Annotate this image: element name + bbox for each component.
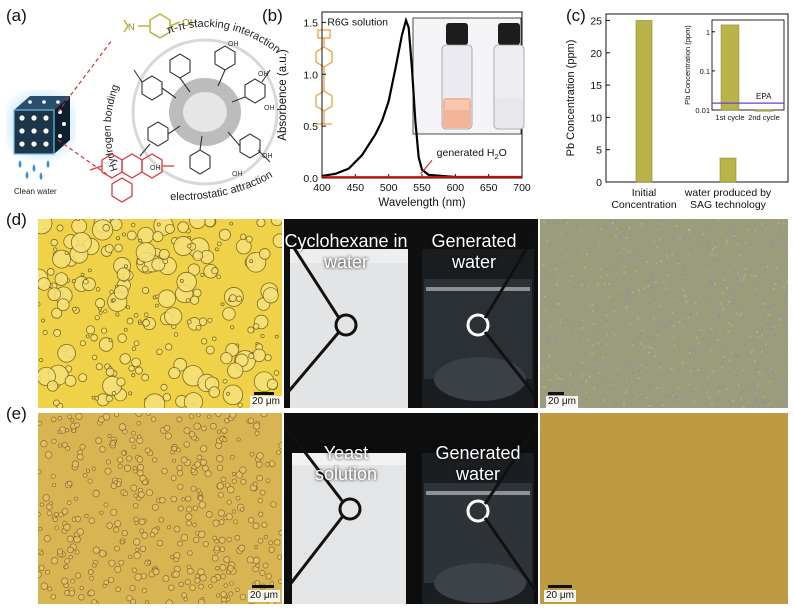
rhodamine-molecule-icon — [89, 153, 174, 203]
water-drops-icon — [18, 160, 50, 180]
panel-label-c: (c) — [566, 6, 586, 25]
absorbance-chart: 400 450 500 550 600 650 700 0.0 0.5 1.0 1.5 Wavelen… — [277, 11, 531, 209]
epa-label: EPA — [756, 92, 772, 101]
panel-label-b: (b) — [262, 6, 283, 25]
hydrogen-bonding-label: Hydrogen bonding — [102, 83, 122, 173]
inset-y-tick-label: 1 — [706, 28, 710, 37]
y-tick-label: 0.5 — [303, 121, 318, 133]
oh-group-label: OH — [182, 18, 197, 29]
svg-text:OH: OH — [258, 71, 269, 78]
y-tick-label: 1.5 — [303, 17, 318, 29]
svg-text:OH: OH — [232, 171, 243, 178]
panel-label-d: (d) — [6, 210, 27, 229]
scale-bar — [548, 585, 572, 588]
electrostatic-label: electrostatic attraction — [170, 169, 275, 203]
cyclohexane-vial-photo: Cyclohexane in water Generated water — [284, 219, 538, 408]
cyclohexane-micrograph: 20 μm — [38, 219, 282, 408]
x-axis-label: Wavelength (nm) — [378, 197, 465, 209]
x-tick-label: 400 — [313, 182, 331, 194]
yeast-micrograph: 20 μm — [38, 413, 282, 604]
r6g-series-line — [321, 16, 522, 179]
pb-concentration-chart: 0 5 10 15 20 25 Pb Concentration (ppm) Initial C… — [565, 13, 789, 211]
svg-text:OH: OH — [150, 165, 161, 172]
generated-water-micrograph-d: 20 μm — [540, 219, 788, 408]
bar — [635, 20, 653, 183]
methyl-orange-molecule-icon — [315, 29, 333, 125]
sponge-cube-icon — [13, 96, 70, 155]
inset-y-axis-label: Pb Concentration (ppm) — [683, 25, 692, 105]
x-tick-label: 450 — [347, 182, 365, 194]
panel-label-e: (e) — [6, 404, 27, 423]
inset-bar — [720, 24, 740, 111]
vial-photo-inset — [412, 17, 525, 135]
scale-bar — [548, 392, 564, 395]
clean-water-label: Clean water — [14, 187, 57, 196]
inset-category-label: 1st cycle — [715, 113, 744, 122]
scale-bar — [252, 585, 274, 588]
adsorption-schematic: Clean water N OH — [6, 13, 333, 203]
macrocycle-molecule-icon: OH OH OH OH OH OH — [131, 38, 279, 186]
inset-y-tick-label: 0.01 — [695, 106, 710, 115]
scale-label: 20 μm — [250, 396, 282, 408]
r6g-annotation: R6G solution — [327, 16, 388, 28]
x-tick-label: 650 — [480, 182, 498, 194]
inset-y-tick-label: 0.1 — [700, 67, 710, 76]
panel-label-a: (a) — [6, 6, 27, 25]
scale-label: 20 μm — [546, 396, 578, 408]
y-tick-label: 20 — [590, 48, 602, 60]
nitrophenol-molecule-icon — [123, 13, 181, 39]
y-tick-label: 1.0 — [303, 69, 318, 81]
no2-group-label: N — [128, 22, 135, 32]
svg-text:OH: OH — [264, 105, 275, 112]
generated-water-label-d: Generated water — [431, 231, 517, 272]
y-tick-label: 10 — [590, 112, 602, 124]
inset-category-label: 2nd cycle — [748, 113, 780, 122]
inset-bar — [754, 109, 774, 112]
scale-label: 20 μm — [248, 590, 280, 602]
y-tick-label: 5 — [596, 145, 602, 157]
x-tick-label: 500 — [380, 182, 398, 194]
scale-label: 20 μm — [544, 590, 576, 602]
y-tick-label: 0.0 — [303, 173, 318, 185]
category-label: Initial Concentration — [611, 187, 677, 211]
cyclohexane-label: Cyclohexane in water — [284, 231, 408, 272]
generated-water-micrograph-e: 20 μm — [540, 413, 788, 604]
plot-frame — [605, 13, 789, 183]
annotation-pointer — [420, 160, 433, 175]
generated-h2o-annotation: generated H2O — [437, 147, 507, 161]
x-tick-label: 550 — [413, 182, 431, 194]
y-tick-label: 0 — [596, 177, 602, 189]
svg-text:OH: OH — [228, 41, 239, 48]
yeast-vial-photo: Yeast solution Generated water — [284, 413, 538, 604]
bar — [719, 157, 737, 183]
y-axis-label: Pb Concentration (ppm) — [565, 40, 577, 157]
y-tick-label: 15 — [590, 80, 602, 92]
scale-bar — [254, 392, 274, 395]
generated-water-label-e: Generated water — [435, 443, 521, 484]
category-label: water produced by SAG technology — [684, 187, 772, 211]
x-tick-label: 700 — [513, 182, 531, 194]
svg-text:OH: OH — [262, 153, 273, 160]
y-axis-label: Absorbence (a.u.) — [277, 49, 289, 141]
yeast-label: Yeast solution — [314, 443, 378, 484]
y-tick-label: 25 — [590, 15, 602, 27]
x-tick-label: 600 — [447, 182, 465, 194]
